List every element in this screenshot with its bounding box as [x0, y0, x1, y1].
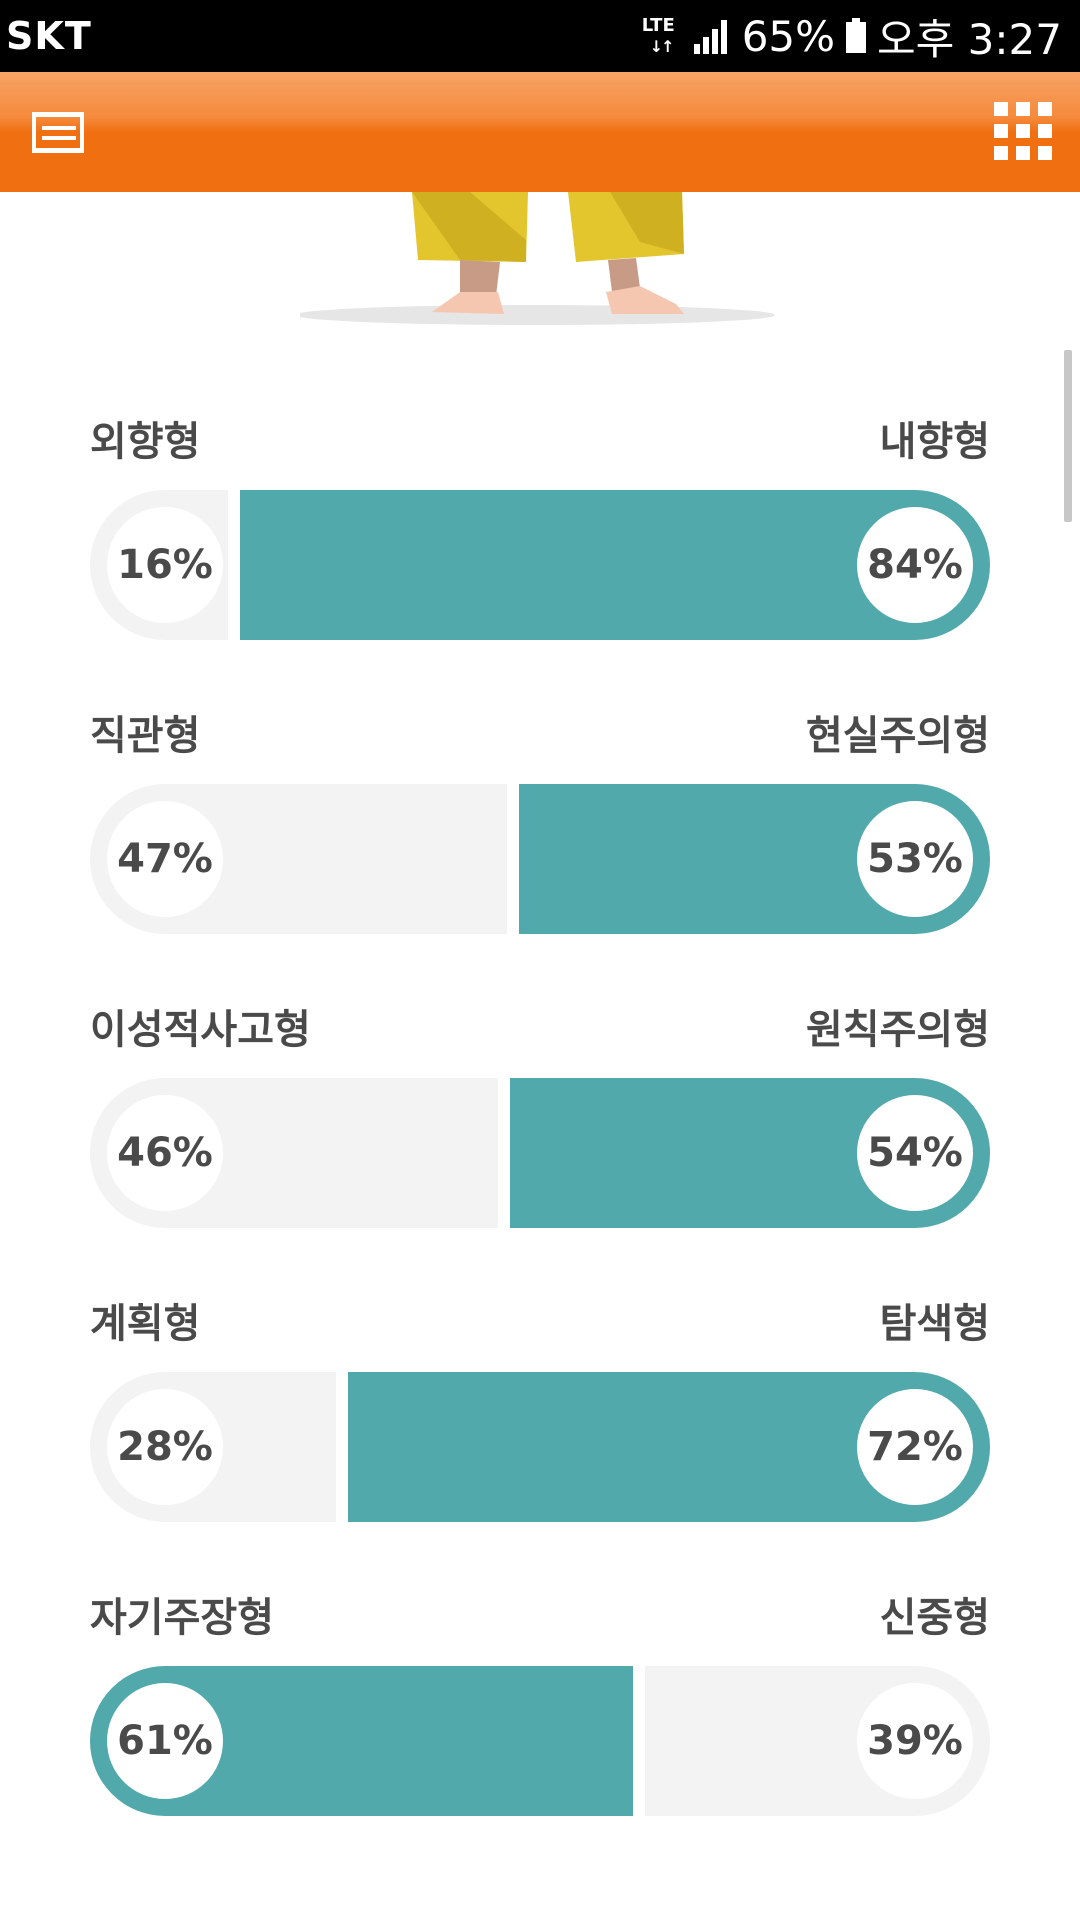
status-bar: SKT LTE ↓↑ 65% 오후 3:27 [0, 0, 1080, 72]
lte-icon: LTE ↓↑ [641, 15, 675, 56]
battery-icon [846, 18, 867, 53]
character-illustration [300, 192, 775, 325]
battery-percent: 65% [741, 11, 836, 61]
bar-divider [633, 1666, 645, 1816]
bar-divider [336, 1372, 348, 1522]
right-percent: 53% [857, 801, 973, 917]
left-percent: 16% [107, 507, 223, 623]
left-percent: 47% [107, 801, 223, 917]
trait-bar: 28% 72% [90, 1372, 990, 1522]
grid-apps-icon[interactable] [994, 102, 1052, 160]
bar-divider [498, 1078, 510, 1228]
right-trait-label: 탐색형 [879, 1301, 990, 1347]
right-trait-label: 내향형 [879, 419, 990, 465]
left-trait-label: 자기주장형 [90, 1595, 274, 1641]
status-indicators: LTE ↓↑ 65% 오후 3:27 [641, 10, 1062, 64]
carrier-label: SKT [6, 14, 92, 58]
right-percent: 72% [857, 1389, 973, 1505]
left-percent: 46% [107, 1095, 223, 1211]
scrollbar[interactable] [1064, 350, 1072, 522]
menu-icon[interactable] [28, 108, 88, 158]
left-percent: 61% [107, 1683, 223, 1799]
right-trait-label: 신중형 [879, 1595, 990, 1641]
trait-bar: 61% 39% [90, 1666, 990, 1816]
app-bar [0, 72, 1080, 192]
trait-bar: 46% 54% [90, 1078, 990, 1228]
bar-divider [228, 490, 240, 640]
trait-row: 계획형 탐색형 28% 72% [90, 1304, 990, 1524]
left-trait-label: 계획형 [90, 1301, 201, 1347]
right-percent: 39% [857, 1683, 973, 1799]
bar-divider [507, 784, 519, 934]
left-percent: 28% [107, 1389, 223, 1505]
left-trait-label: 직관형 [90, 713, 201, 759]
trait-bar: 47% 53% [90, 784, 990, 934]
clock: 오후 3:27 [877, 14, 1062, 64]
right-percent: 54% [857, 1095, 973, 1211]
left-trait-label: 이성적사고형 [90, 1007, 311, 1053]
trait-bar: 16% 84% [90, 490, 990, 640]
trait-row: 직관형 현실주의형 47% 53% [90, 716, 990, 936]
right-percent: 84% [857, 507, 973, 623]
left-trait-label: 외향형 [90, 419, 201, 465]
signal-icon [693, 20, 727, 54]
right-trait-label: 현실주의형 [806, 713, 990, 759]
right-trait-label: 원칙주의형 [806, 1007, 990, 1053]
trait-row: 이성적사고형 원칙주의형 46% 54% [90, 1010, 990, 1230]
trait-row: 자기주장형 신중형 61% 39% [90, 1598, 990, 1818]
trait-row: 외향형 내향형 16% 84% [90, 422, 990, 642]
